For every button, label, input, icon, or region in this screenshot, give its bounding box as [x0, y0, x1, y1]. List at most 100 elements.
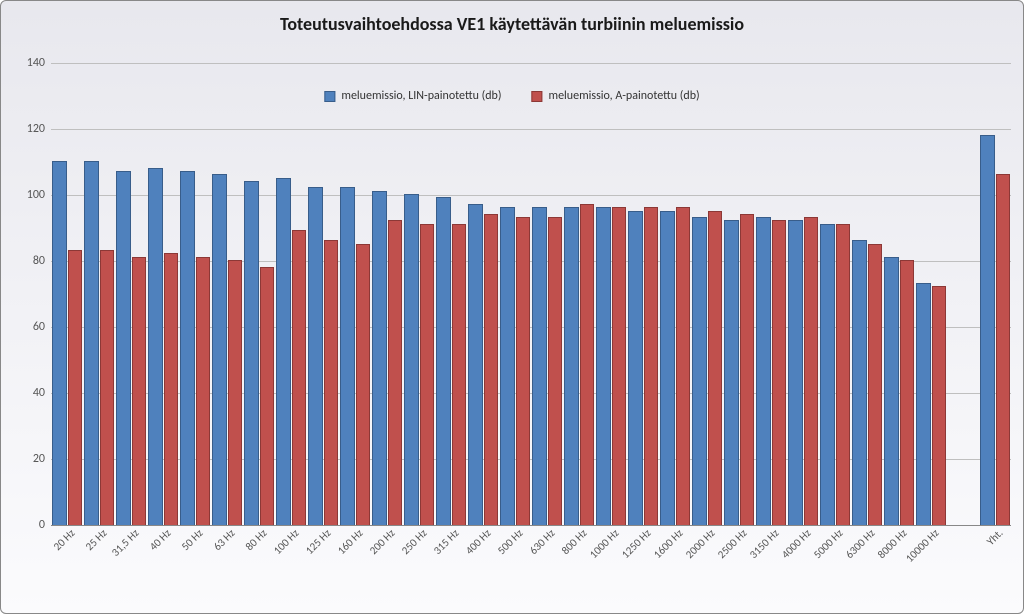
bar-lin	[84, 161, 99, 525]
bar-group: 4000 Hz	[787, 63, 819, 525]
bar-a	[836, 224, 851, 525]
chart-title: Toteutusvaihtoehdossa VE1 käytettävän tu…	[1, 13, 1023, 35]
chart-container: Toteutusvaihtoehdossa VE1 käytettävän tu…	[0, 0, 1024, 614]
bar-lin	[628, 211, 643, 525]
bar-group: 63 Hz	[211, 63, 243, 525]
bar-group: 31,5 Hz	[115, 63, 147, 525]
bar-a	[772, 220, 787, 525]
x-tick-label: 500 Hz	[495, 526, 526, 557]
bar-group: 400 Hz	[467, 63, 499, 525]
bar-lin	[404, 194, 419, 525]
bar-a	[612, 207, 627, 525]
x-tick-label: 200 Hz	[367, 526, 398, 557]
x-tick-label: Yht.	[984, 526, 1006, 548]
y-tick-label: 80	[15, 254, 51, 268]
bar-lin	[980, 135, 995, 525]
x-tick-label: 800 Hz	[559, 526, 590, 557]
x-tick-label: 2500 Hz	[715, 526, 750, 561]
bar-a	[420, 224, 435, 525]
bar-group: 6300 Hz	[851, 63, 883, 525]
bar-lin	[884, 257, 899, 525]
bar-a	[516, 217, 531, 525]
x-tick-label: 10000 Hz	[903, 526, 942, 565]
bars-layer: 20 Hz25 Hz31,5 Hz40 Hz50 Hz63 Hz80 Hz100…	[51, 63, 1011, 525]
bar-lin	[852, 240, 867, 525]
x-tick-label: 25 Hz	[83, 526, 110, 553]
bar-group: 2500 Hz	[723, 63, 755, 525]
bar-group: 10000 Hz	[915, 63, 947, 525]
bar-group: 3150 Hz	[755, 63, 787, 525]
bar-a	[868, 244, 883, 526]
bar-a	[804, 217, 819, 525]
bar-a	[196, 257, 211, 525]
bar-group: 800 Hz	[563, 63, 595, 525]
x-tick-label: 5000 Hz	[811, 526, 846, 561]
bar-lin	[436, 197, 451, 525]
bar-group: 160 Hz	[339, 63, 371, 525]
bar-lin	[340, 187, 355, 525]
bar-a	[900, 260, 915, 525]
bar-a	[100, 250, 115, 525]
bar-group: 25 Hz	[83, 63, 115, 525]
bar-lin	[756, 217, 771, 525]
bar-lin	[564, 207, 579, 525]
bar-a	[228, 260, 243, 525]
bar-lin	[596, 207, 611, 525]
bar-a	[452, 224, 467, 525]
bar-a	[580, 204, 595, 525]
bar-a	[164, 253, 179, 525]
bar-group: 80 Hz	[243, 63, 275, 525]
x-tick-label: 315 Hz	[431, 526, 462, 557]
bar-group: 125 Hz	[307, 63, 339, 525]
x-tick-label: 20 Hz	[51, 526, 78, 553]
bar-group: 50 Hz	[179, 63, 211, 525]
x-tick-label: 160 Hz	[335, 526, 366, 557]
bar-a	[996, 174, 1011, 525]
x-tick-label: 400 Hz	[463, 526, 494, 557]
bar-a	[388, 220, 403, 525]
x-tick-label: 63 Hz	[211, 526, 238, 553]
y-tick-label: 40	[15, 386, 51, 400]
bar-lin	[372, 191, 387, 525]
y-tick-label: 140	[15, 56, 51, 70]
bar-lin	[468, 204, 483, 525]
bar-group-summary: Yht.	[979, 63, 1011, 525]
y-tick-label: 60	[15, 320, 51, 334]
bar-a	[292, 230, 307, 525]
bar-a	[484, 214, 499, 525]
x-tick-label: 100 Hz	[271, 526, 302, 557]
bar-group: 500 Hz	[499, 63, 531, 525]
bar-group: 8000 Hz	[883, 63, 915, 525]
bar-lin	[916, 283, 931, 525]
bar-lin	[276, 178, 291, 526]
bar-lin	[660, 211, 675, 525]
bar-lin	[244, 181, 259, 525]
bar-lin	[820, 224, 835, 525]
bar-group-gap	[947, 63, 979, 525]
y-tick-label: 20	[15, 452, 51, 466]
bar-group: 315 Hz	[435, 63, 467, 525]
bar-a	[356, 244, 371, 526]
bar-group: 5000 Hz	[819, 63, 851, 525]
bar-lin	[148, 168, 163, 525]
bar-a	[676, 207, 691, 525]
y-tick-label: 0	[15, 518, 51, 532]
x-tick-label: 1600 Hz	[651, 526, 686, 561]
bar-group: 1600 Hz	[659, 63, 691, 525]
bar-lin	[500, 207, 515, 525]
bar-a	[132, 257, 147, 525]
x-tick-label: 630 Hz	[527, 526, 558, 557]
bar-a	[644, 207, 659, 525]
bar-lin	[692, 217, 707, 525]
x-tick-label: 80 Hz	[243, 526, 270, 553]
bar-lin	[116, 171, 131, 525]
x-tick-label: 1000 Hz	[587, 526, 622, 561]
bar-group: 20 Hz	[51, 63, 83, 525]
x-tick-label: 50 Hz	[179, 526, 206, 553]
x-tick-label: 40 Hz	[147, 526, 174, 553]
bar-a	[740, 214, 755, 525]
bar-a	[932, 286, 947, 525]
y-tick-label: 100	[15, 188, 51, 202]
bar-group: 250 Hz	[403, 63, 435, 525]
bar-a	[548, 217, 563, 525]
